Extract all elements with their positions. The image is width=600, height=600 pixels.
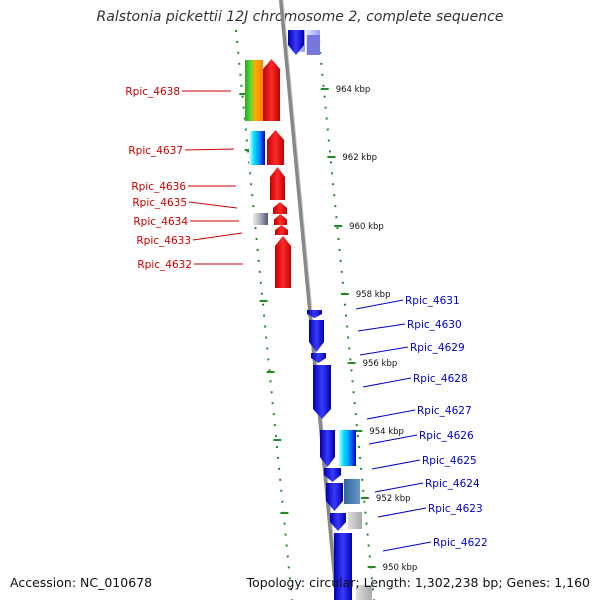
gene-arrow — [334, 533, 352, 600]
gene-arrow — [326, 483, 343, 511]
label-leader-line — [355, 299, 404, 310]
gene-arrow — [273, 202, 287, 214]
label-leader-line — [377, 507, 427, 518]
label-leader-line — [188, 201, 238, 209]
gene-arrow — [274, 214, 287, 225]
gene-label-forward: Rpic_4634 — [133, 216, 188, 228]
gene-arrow — [320, 430, 335, 467]
gene-label-reverse: Rpic_4622 — [433, 537, 488, 549]
gene-label-reverse: Rpic_4623 — [428, 503, 483, 515]
annotation-bar — [245, 60, 263, 121]
annotation-bar — [249, 131, 265, 165]
gene-arrow — [270, 167, 285, 200]
gene-arrow — [263, 59, 280, 121]
label-leader-line — [359, 346, 409, 356]
gene-arrow — [267, 130, 284, 165]
gene-arrow — [307, 310, 322, 318]
topology-summary: Topology: circular; Length: 1,302,238 bp… — [246, 575, 590, 590]
scale-label: 962 kbp — [342, 153, 377, 163]
label-leader-line — [357, 323, 406, 332]
gene-label-forward: Rpic_4633 — [136, 235, 191, 247]
gene-label-reverse: Rpic_4627 — [417, 405, 472, 417]
accession-text: Accession: NC_010678 — [10, 575, 153, 590]
gene-label-forward: Rpic_4636 — [131, 181, 186, 193]
scale-label: 956 kbp — [363, 359, 398, 369]
gene-arrow — [324, 468, 341, 482]
gene-label-reverse: Rpic_4625 — [422, 455, 477, 467]
gene-label-reverse: Rpic_4626 — [419, 430, 474, 442]
scale-label: 960 kbp — [349, 222, 384, 232]
gene-arrow — [330, 513, 346, 531]
scale-label: 950 kbp — [383, 563, 418, 573]
gene-arrow — [311, 353, 326, 363]
annotation-bar — [356, 585, 372, 600]
scale-label: 954 kbp — [369, 427, 404, 437]
gene-labels: Rpic_4638 Rpic_4637 Rpic_4636 Rpic_4635 Rpic… — [125, 86, 488, 552]
gene-arrow — [288, 30, 304, 55]
gene-label-reverse: Rpic_4628 — [413, 373, 468, 385]
gene-features — [245, 30, 372, 600]
gene-arrow — [307, 35, 320, 55]
label-leader-line — [362, 377, 412, 388]
scale-label: 958 kbp — [356, 290, 391, 300]
gene-arrow — [275, 225, 288, 235]
scale-dotted-left — [235, 29, 293, 600]
annotation-bar — [253, 213, 268, 225]
gene-label-reverse: Rpic_4630 — [407, 319, 462, 331]
annotation-bar — [338, 430, 356, 466]
backbone-highlight — [282, 0, 340, 600]
scale-label: 964 kbp — [336, 85, 371, 95]
scale-label: 952 kbp — [376, 494, 411, 504]
scale-dotted-right — [317, 29, 375, 600]
chromosome-backbone — [279, 0, 340, 600]
label-leader-line — [366, 409, 416, 420]
gene-label-forward: Rpic_4635 — [132, 197, 187, 209]
gene-label-forward: Rpic_4637 — [128, 145, 183, 157]
gene-label-reverse: Rpic_4624 — [425, 478, 480, 490]
gene-label-forward: Rpic_4638 — [125, 86, 180, 98]
gene-label-reverse: Rpic_4629 — [410, 342, 465, 354]
label-leader-line — [374, 482, 424, 493]
label-leader-line — [382, 541, 432, 552]
gene-arrow — [275, 236, 291, 288]
gene-arrow — [309, 320, 324, 352]
gene-label-forward: Rpic_4632 — [137, 259, 192, 271]
label-leader-line — [184, 148, 235, 151]
gene-label-reverse: Rpic_4631 — [405, 295, 460, 307]
annotation-bar — [344, 479, 360, 504]
map-title: Ralstonia pickettii 12J chromosome 2, co… — [96, 9, 504, 25]
label-leader-line — [371, 459, 421, 470]
label-leader-line — [192, 232, 243, 241]
annotation-bar — [348, 512, 362, 529]
label-leader-line — [368, 434, 418, 445]
gene-arrow — [313, 365, 331, 419]
